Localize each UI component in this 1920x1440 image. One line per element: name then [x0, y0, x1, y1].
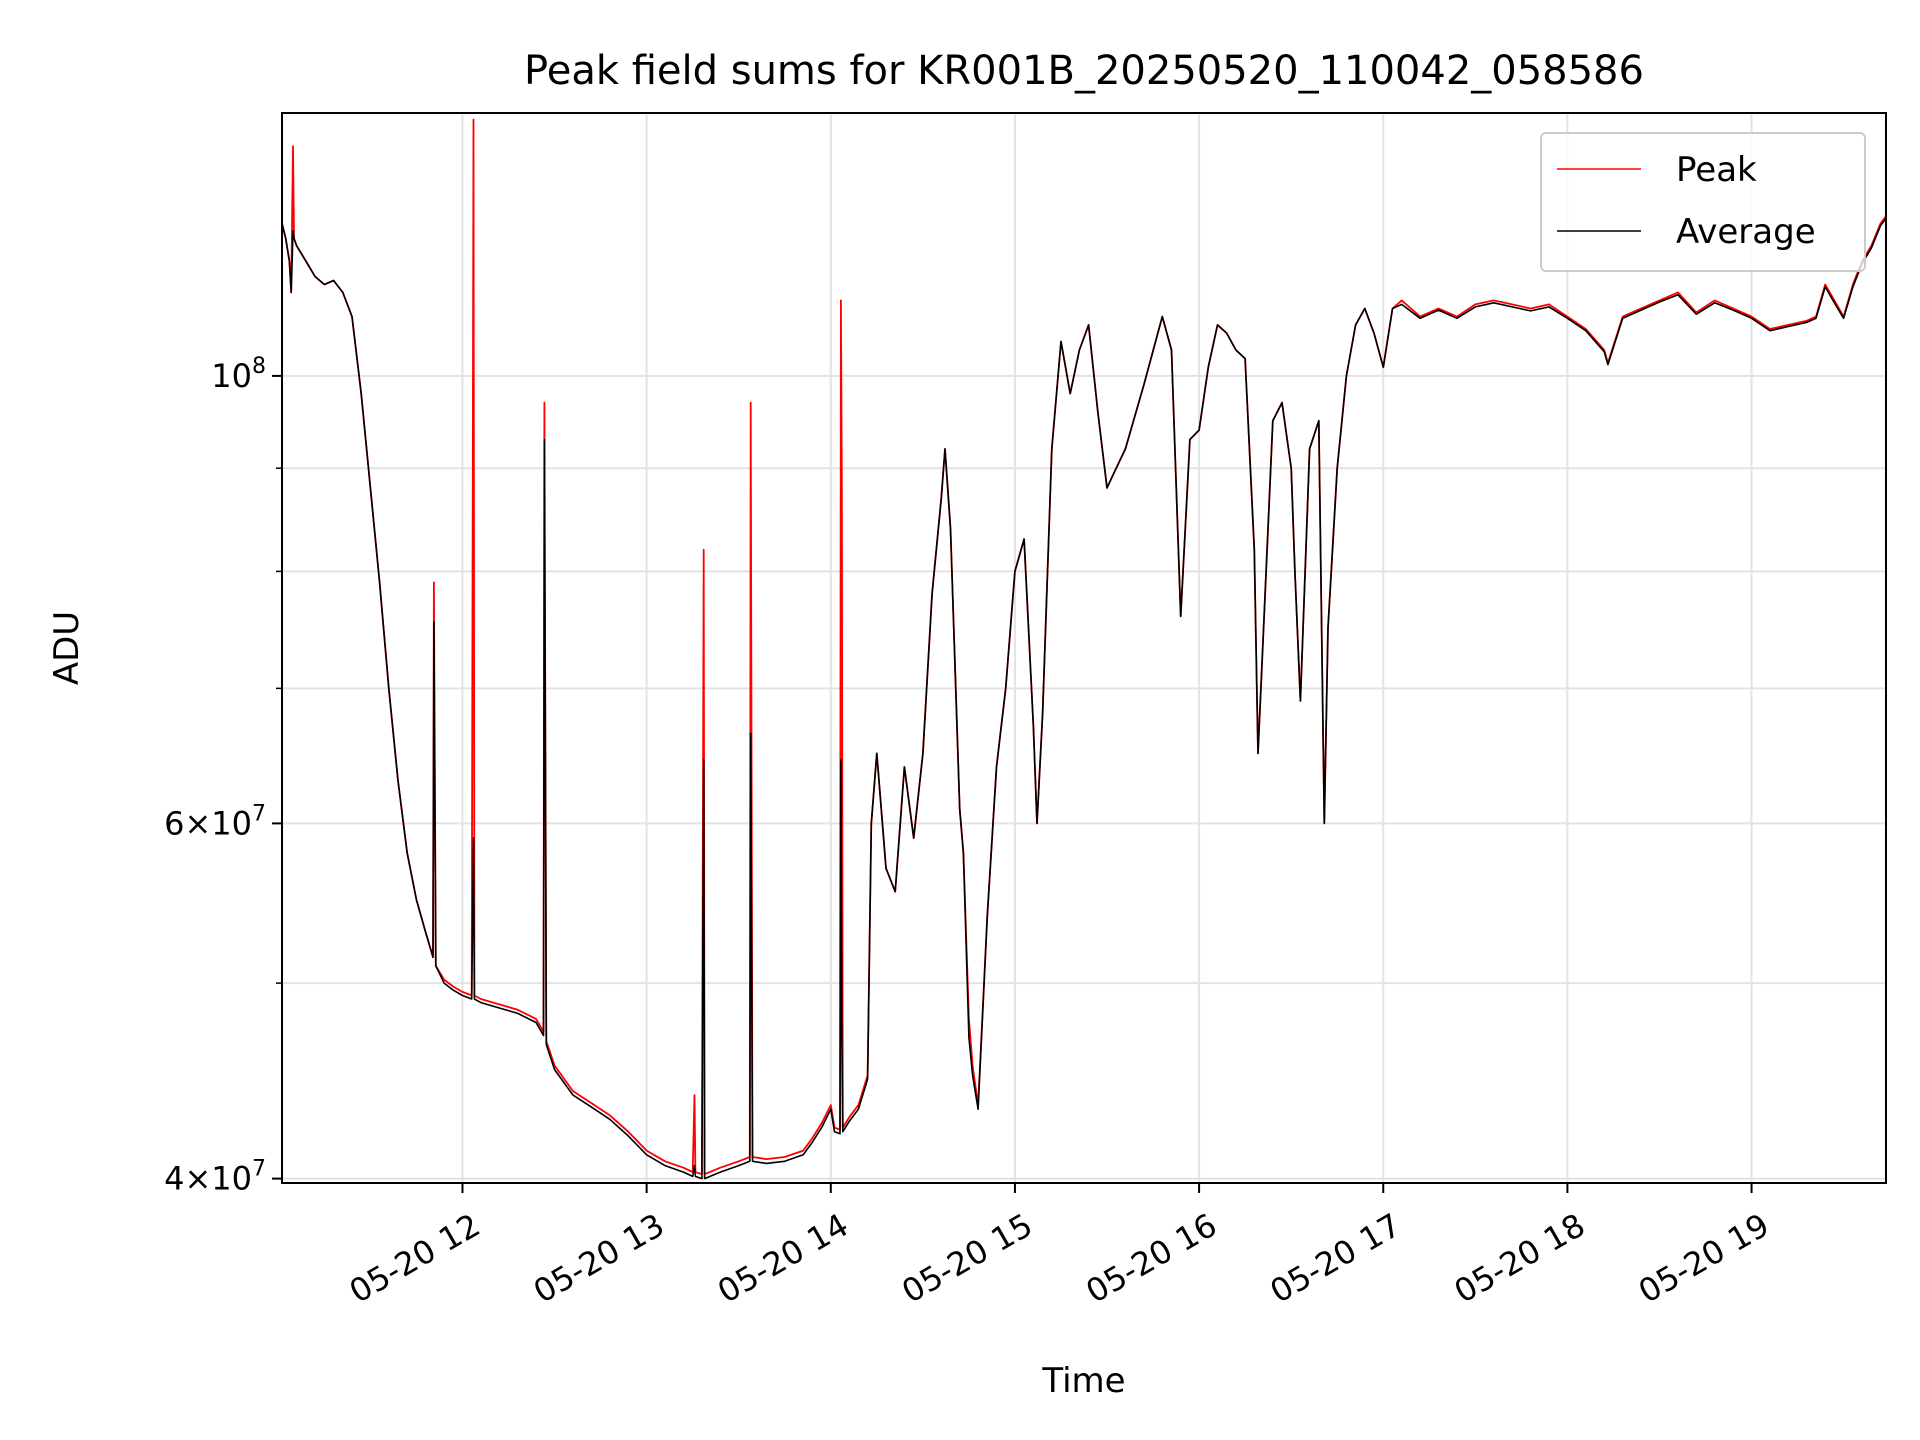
legend-label-average: Average [1676, 212, 1816, 252]
legend-box [1540, 132, 1866, 272]
x-axis-label: Time [1041, 1361, 1125, 1401]
plot-frame [281, 112, 1887, 1184]
legend-label-peak: Peak [1676, 150, 1757, 190]
series-layer [282, 118, 1886, 1180]
series-line-average [282, 217, 1886, 1180]
y-tick-label: 108 [211, 354, 266, 395]
legend: Peak Average [1540, 132, 1866, 272]
y-axis-label: ADU [47, 611, 87, 685]
chart-title: Peak field sums for KR001B_20250520_1100… [524, 48, 1644, 94]
y-tick-label: 4×107 [164, 1157, 266, 1198]
grid-layer [282, 113, 1886, 1183]
y-tick-label: 6×107 [164, 801, 266, 842]
